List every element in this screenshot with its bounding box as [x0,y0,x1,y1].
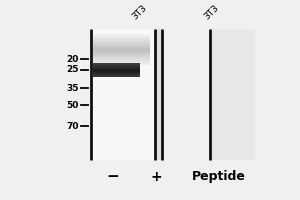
Text: 35: 35 [67,84,79,93]
Text: 20: 20 [67,55,79,64]
Bar [210,29,255,160]
Text: 3T3: 3T3 [130,3,149,21]
Text: 50: 50 [67,101,79,110]
Bar [155,29,162,160]
Text: Peptide: Peptide [192,170,246,183]
Bar [91,29,155,160]
Text: +: + [150,170,162,184]
Text: 70: 70 [67,122,79,131]
Text: −: − [106,169,119,184]
Bar [91,29,255,160]
Text: 25: 25 [67,65,79,74]
Bar [162,29,210,160]
Text: 3T3: 3T3 [202,3,221,21]
